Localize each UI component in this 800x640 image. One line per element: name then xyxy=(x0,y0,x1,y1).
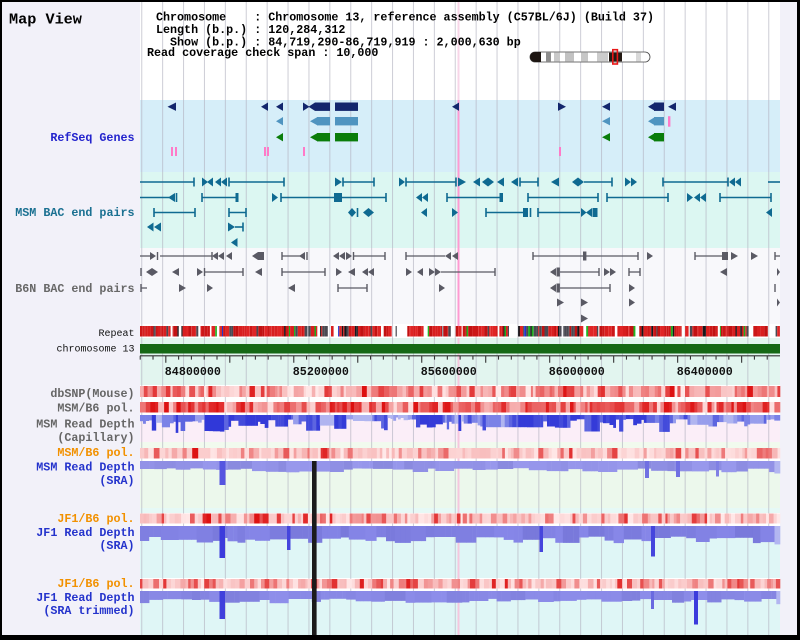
svg-text:Chromosome : Chromosome 13,: Chromosome : Chromosome 13, reference as… xyxy=(156,11,654,25)
svg-text:(SRA): (SRA) xyxy=(99,539,134,553)
svg-text:chromosome 13: chromosome 13 xyxy=(56,344,134,356)
svg-text:(Capillary): (Capillary) xyxy=(57,431,134,445)
svg-text:JF1/B6 pol.: JF1/B6 pol. xyxy=(57,577,134,591)
svg-text:MSM Read Depth: MSM Read Depth xyxy=(36,461,134,475)
svg-text:86400000: 86400000 xyxy=(677,365,733,379)
svg-text:MSM/B6 pol.: MSM/B6 pol. xyxy=(57,446,134,460)
svg-text:JF1/B6 pol.: JF1/B6 pol. xyxy=(57,512,134,526)
svg-text:B6N BAC end pairs: B6N BAC end pairs xyxy=(15,282,134,296)
svg-text:Read coverage check span : 10,: Read coverage check span : 10,000 xyxy=(147,46,378,60)
svg-text:JF1 Read Depth: JF1 Read Depth xyxy=(36,591,134,605)
svg-text:Map View: Map View xyxy=(9,11,83,29)
svg-text:84800000: 84800000 xyxy=(165,365,221,379)
svg-text:MSM Read Depth: MSM Read Depth xyxy=(36,418,134,432)
svg-text:dbSNP(Mouse): dbSNP(Mouse) xyxy=(50,387,134,401)
svg-text:Repeat: Repeat xyxy=(98,329,134,340)
svg-text:85600000: 85600000 xyxy=(421,365,477,379)
svg-text:85200000: 85200000 xyxy=(293,365,349,379)
svg-text:MSM BAC end pairs: MSM BAC end pairs xyxy=(15,206,134,220)
svg-text:86000000: 86000000 xyxy=(549,365,605,379)
svg-text:MSM/B6 pol.: MSM/B6 pol. xyxy=(57,402,134,416)
svg-text:Show (b.p.) : 84,719,290-86,71: Show (b.p.) : 84,719,290-86,719,919 : 2,… xyxy=(156,36,521,50)
svg-text:(SRA trimmed): (SRA trimmed) xyxy=(43,604,134,618)
svg-text:JF1 Read Depth: JF1 Read Depth xyxy=(36,526,134,540)
svg-text:(SRA): (SRA) xyxy=(99,474,134,488)
svg-text:Length (b.p.) : 120,284,312: Length (b.p.) : 120,284,312 xyxy=(156,23,345,37)
svg-text:RefSeq Genes: RefSeq Genes xyxy=(50,131,134,145)
